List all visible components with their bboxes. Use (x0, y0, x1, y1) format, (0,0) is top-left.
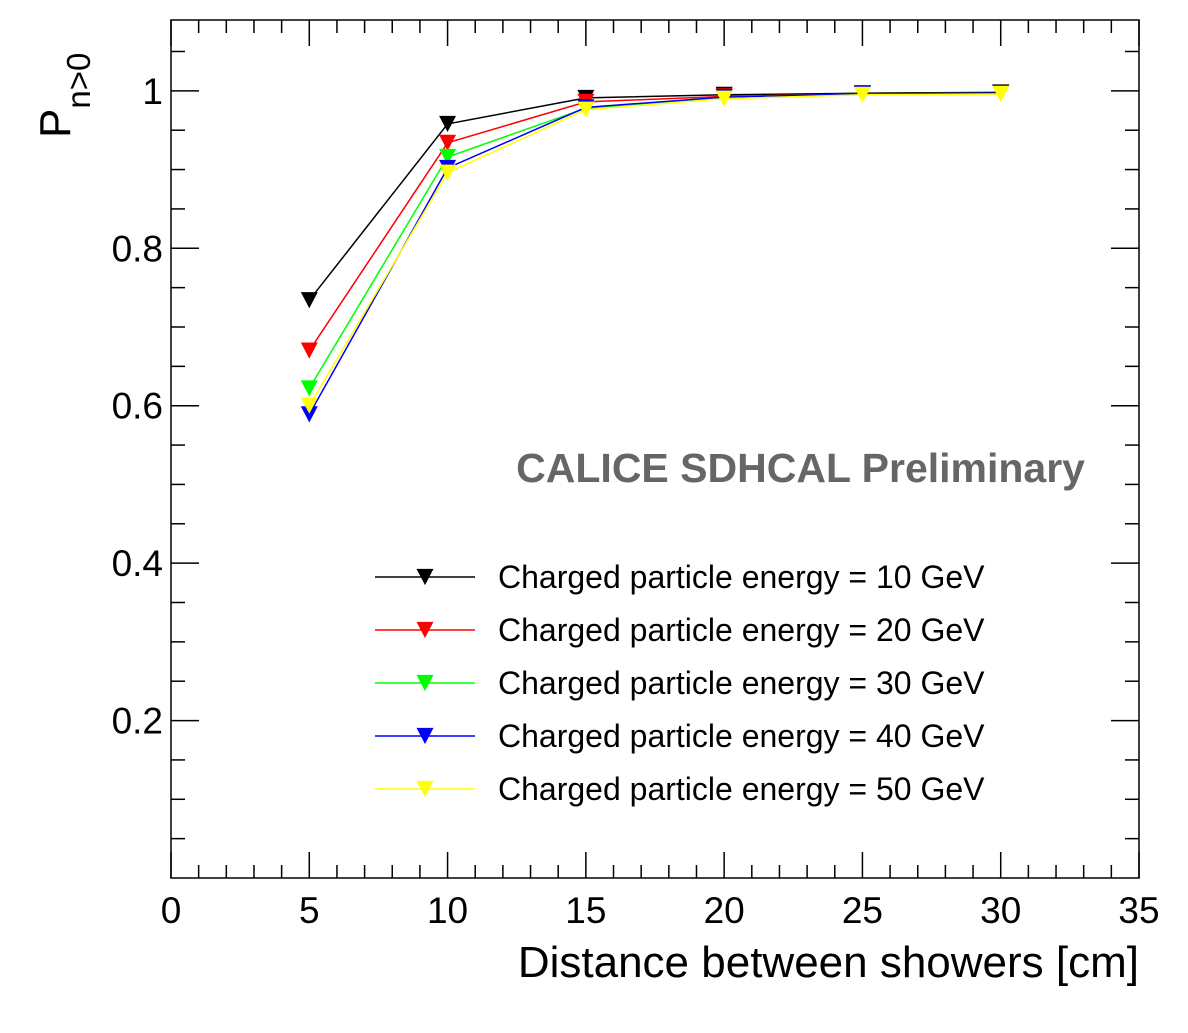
series-line (308, 91, 1001, 301)
data-point (439, 164, 457, 181)
data-point (715, 90, 733, 107)
y-axis-label: Pn>0 (31, 53, 97, 138)
series-line (308, 92, 1001, 415)
legend-label: Charged particle energy = 50 GeV (498, 771, 985, 807)
y-tick-label: 0.6 (112, 386, 163, 427)
data-point (439, 148, 457, 166)
x-tick-label: 20 (704, 890, 745, 931)
x-tick-label: 0 (161, 890, 182, 931)
y-tick-label: 0.8 (112, 228, 163, 269)
series-4 (300, 85, 1010, 423)
legend-marker (416, 674, 434, 692)
legend-label: Charged particle energy = 10 GeV (498, 559, 985, 595)
series-1 (300, 84, 1010, 309)
legend-marker (416, 780, 434, 798)
x-tick-label: 10 (427, 890, 468, 931)
y-tick-label: 0.4 (112, 543, 163, 584)
series-line (308, 93, 1001, 407)
series-layer (300, 84, 1010, 423)
x-axis-label: Distance between showers [cm] (518, 938, 1139, 987)
legend-marker (416, 727, 434, 745)
axis-ticks (170, 20, 1140, 878)
series-2 (300, 85, 1010, 359)
x-tick-label: 5 (299, 890, 320, 931)
x-tick-label: 35 (1118, 890, 1159, 931)
data-point (300, 380, 318, 397)
data-point (439, 134, 457, 151)
data-point (300, 406, 318, 423)
data-point (300, 292, 318, 309)
y-tick-label: 1 (142, 71, 163, 112)
x-tick-label: 30 (980, 890, 1021, 931)
data-point (300, 342, 318, 359)
legend-marker (416, 621, 434, 639)
data-point (300, 397, 318, 414)
legend-marker (416, 568, 434, 586)
svg-text:Pn>0: Pn>0 (31, 53, 97, 138)
data-point (577, 101, 595, 118)
legend-entry: Charged particle energy = 20 GeV (375, 612, 985, 648)
legend-entry: Charged particle energy = 30 GeV (375, 665, 985, 701)
legend-label: Charged particle energy = 40 GeV (498, 718, 985, 754)
series-5 (300, 85, 1010, 414)
data-point (992, 85, 1010, 103)
legend-label: Charged particle energy = 30 GeV (498, 665, 985, 701)
x-tick-label: 25 (842, 890, 883, 931)
data-point (853, 86, 871, 103)
series-line (308, 92, 1001, 352)
y-axis-label-main: P (31, 109, 80, 138)
legend-entry: Charged particle energy = 50 GeV (375, 771, 985, 807)
legend-entry: Charged particle energy = 10 GeV (375, 559, 985, 595)
plot-frame (170, 19, 1140, 879)
y-tick-label: 0.2 (112, 701, 163, 742)
x-tick-label: 15 (565, 890, 606, 931)
preliminary-annotation: CALICE SDHCAL Preliminary (516, 445, 1085, 491)
legend-label: Charged particle energy = 20 GeV (498, 612, 985, 648)
data-point (439, 115, 457, 132)
tick-labels: 0 5 10 15 20 25 30 35 0.2 0.4 0.6 0.8 1 (112, 71, 1160, 931)
legend-entry: Charged particle energy = 40 GeV (375, 718, 985, 754)
series-line (308, 92, 1001, 389)
y-axis-label-sub: n>0 (60, 53, 97, 109)
legend: Charged particle energy = 10 GeV Charged … (375, 559, 985, 807)
